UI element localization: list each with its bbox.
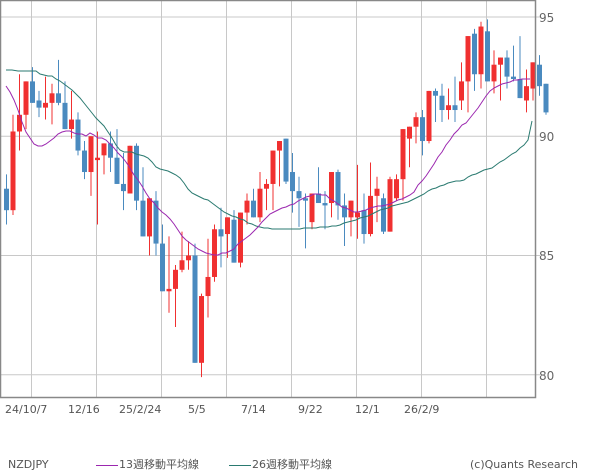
x-tick-2: 25/2/24 bbox=[119, 403, 162, 416]
x-tick-4: 7/14 bbox=[241, 403, 266, 416]
x-tick-3: 5/5 bbox=[188, 403, 206, 416]
grid-lines bbox=[0, 0, 540, 398]
y-tick-80: 80 bbox=[539, 369, 555, 383]
legend-ma13: 13週移動平均線 bbox=[96, 458, 199, 472]
plot-border bbox=[0, 0, 537, 399]
x-tick-5: 9/22 bbox=[298, 403, 323, 416]
legend-ma26: 26週移動平均線 bbox=[229, 458, 332, 472]
legend-ma13-label: 13週移動平均線 bbox=[119, 458, 199, 471]
y-tick-85: 85 bbox=[539, 249, 555, 263]
x-tick-1: 12/16 bbox=[68, 403, 100, 416]
ma13-line bbox=[5, 78, 530, 256]
copyright: (c)Quants Research bbox=[470, 458, 578, 471]
ma26-line bbox=[6, 69, 533, 230]
symbol-label: NZDJPY bbox=[8, 458, 49, 471]
legend-ma26-label: 26週移動平均線 bbox=[252, 458, 332, 471]
ma13-swatch bbox=[96, 464, 118, 466]
y-tick-95: 95 bbox=[539, 11, 555, 25]
y-tick-90: 90 bbox=[539, 130, 555, 144]
x-tick-0: 24/10/7 bbox=[5, 403, 48, 416]
x-tick-7: 26/2/9 bbox=[404, 403, 440, 416]
x-tick-6: 12/1 bbox=[355, 403, 380, 416]
ma26-swatch bbox=[229, 464, 251, 466]
candles bbox=[4, 19, 549, 378]
